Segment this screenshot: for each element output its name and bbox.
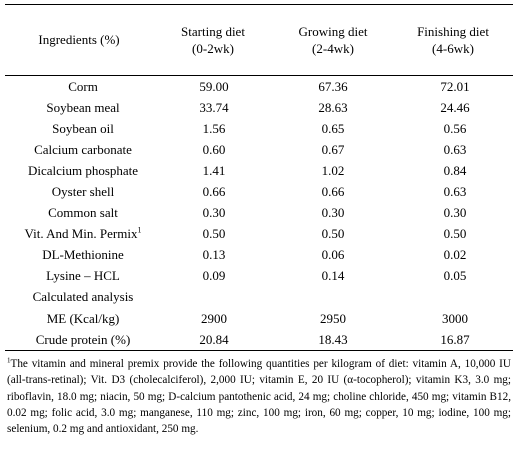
- starting-diet-value: 0.50: [202, 226, 226, 242]
- table-body: Corm 59.00 67.36 72.01 Soybean meal 33.74 28.6…: [5, 76, 513, 350]
- footnote-marker: 1: [7, 356, 11, 365]
- table-row: Vit. And Min. Permix1 0.50 0.50 0.50: [5, 224, 513, 245]
- growing-diet-value: 0.66: [321, 184, 345, 200]
- ingredient-name-cell: Crude protein (%): [5, 332, 153, 348]
- table-row: Lysine – HCL 0.09 0.14 0.05: [5, 266, 513, 287]
- starting-diet-value: 1.56: [202, 120, 226, 136]
- ingredient-name-cell: Soybean meal: [5, 100, 153, 116]
- ingredient-name-cell: Calcium carbonate: [5, 142, 153, 158]
- growing-diet-value: 0.65: [321, 120, 345, 136]
- table-bottom-rule: [5, 350, 513, 352]
- finishing-diet-value: 0.63: [443, 141, 467, 157]
- ingredient-name-cell: Calculated analysis: [5, 289, 153, 305]
- table-row: Calculated analysis: [5, 287, 513, 308]
- finishing-diet-value: 16.87: [440, 331, 470, 347]
- growing-diet-value: 0.30: [321, 205, 345, 221]
- ingredient-name: Lysine – HCL: [46, 268, 120, 284]
- ingredient-name: ME (Kcal/kg): [46, 310, 120, 326]
- growing-diet-value: 2950: [320, 310, 346, 326]
- table-row: Common salt 0.30 0.30 0.30: [5, 203, 513, 224]
- growing-diet-value: 0.50: [321, 226, 345, 242]
- header-ingredients: Ingredients (%): [38, 32, 120, 47]
- finishing-diet-value: 0.63: [443, 184, 467, 200]
- ingredient-name: Dicalcium phosphate: [27, 162, 139, 178]
- header-growing-diet: Growing diet (2-4wk): [273, 5, 393, 75]
- growing-diet-value: 0.67: [321, 141, 345, 157]
- growing-diet-value: 0.06: [321, 247, 345, 263]
- table-row: Corm 59.00 67.36 72.01: [5, 76, 513, 97]
- table-header-rule: [5, 75, 513, 76]
- footnote: 1The vitamin and mineral premix provide …: [5, 356, 513, 437]
- finishing-diet-value: 0.50: [443, 226, 467, 242]
- ingredient-name-cell: Soybean oil: [5, 121, 153, 137]
- ingredient-name: Vit. And Min. Permix: [24, 226, 138, 242]
- finishing-diet-value: 0.05: [443, 268, 467, 284]
- table-header: Ingredients (%) Starting diet (0-2wk) Gr…: [5, 5, 513, 75]
- starting-diet-value: 0.30: [202, 205, 226, 221]
- table-top-rule: [5, 4, 513, 5]
- growing-diet-value: 18.43: [318, 331, 348, 347]
- starting-diet-value: 0.09: [202, 268, 226, 284]
- table-row: ME (Kcal/kg) 2900 2950 3000: [5, 308, 513, 329]
- header-finishing-diet-title: Finishing diet: [417, 24, 489, 39]
- ingredient-name: Crude protein (%): [35, 331, 131, 347]
- starting-diet-value: 20.84: [199, 331, 229, 347]
- ingredient-name: Calculated analysis: [32, 289, 134, 305]
- growing-diet-value: 0.14: [321, 268, 345, 284]
- diet-composition-document: Ingredients (%) Starting diet (0-2wk) Gr…: [5, 4, 513, 437]
- header-starting-diet: Starting diet (0-2wk): [153, 5, 273, 75]
- starting-diet-value: 0.60: [202, 141, 226, 157]
- finishing-diet-value: 0.84: [443, 162, 467, 178]
- ingredient-name: Calcium carbonate: [34, 141, 132, 157]
- header-starting-diet-period: (0-2wk): [192, 41, 234, 56]
- growing-diet-value: 28.63: [318, 99, 348, 115]
- table-row: Dicalcium phosphate 1.41 1.02 0.84: [5, 160, 513, 181]
- header-starting-diet-title: Starting diet: [181, 24, 245, 39]
- ingredient-name-cell: Common salt: [5, 205, 153, 221]
- ingredient-name: Oyster shell: [51, 184, 115, 200]
- starting-diet-value: 0.66: [202, 184, 226, 200]
- ingredient-name-cell: Corm: [5, 79, 153, 95]
- starting-diet-value: 2900: [201, 310, 227, 326]
- table-row: Soybean oil 1.56 0.65 0.56: [5, 118, 513, 139]
- ingredient-name-cell: Lysine – HCL: [5, 268, 153, 284]
- starting-diet-value: 0.13: [202, 247, 226, 263]
- finishing-diet-value: 0.02: [443, 247, 467, 263]
- finishing-diet-value: 24.46: [440, 99, 470, 115]
- finishing-diet-value: 72.01: [440, 78, 470, 94]
- ingredient-name: Common salt: [48, 205, 118, 221]
- footnote-text: The vitamin and mineral premix provide t…: [7, 358, 511, 436]
- finishing-diet-value: 0.56: [443, 120, 467, 136]
- ingredient-name: Soybean meal: [46, 99, 120, 115]
- header-growing-diet-period: (2-4wk): [312, 41, 354, 56]
- ingredient-name: Corm: [68, 78, 98, 94]
- header-growing-diet-title: Growing diet: [298, 24, 368, 39]
- ingredient-name-cell: ME (Kcal/kg): [5, 311, 153, 327]
- starting-diet-value: 33.74: [199, 99, 229, 115]
- ingredient-name: DL-Methionine: [42, 247, 124, 263]
- finishing-diet-value: 3000: [442, 310, 468, 326]
- table-row: Calcium carbonate 0.60 0.67 0.63: [5, 139, 513, 160]
- table-row: DL-Methionine 0.13 0.06 0.02: [5, 245, 513, 266]
- ingredient-name-cell: Vit. And Min. Permix1: [5, 226, 153, 242]
- footnote-reference: 1: [137, 225, 142, 235]
- ingredient-name-cell: Dicalcium phosphate: [5, 163, 153, 179]
- growing-diet-value: 67.36: [318, 78, 348, 94]
- finishing-diet-value: 0.30: [443, 205, 467, 221]
- table-row: Crude protein (%) 20.84 18.43 16.87: [5, 329, 513, 350]
- growing-diet-value: 1.02: [321, 162, 345, 178]
- starting-diet-value: 59.00: [199, 78, 229, 94]
- header-finishing-diet: Finishing diet (4-6wk): [393, 5, 513, 75]
- header-finishing-diet-period: (4-6wk): [432, 41, 474, 56]
- ingredient-name-cell: DL-Methionine: [5, 247, 153, 263]
- table-row: Soybean meal 33.74 28.63 24.46: [5, 97, 513, 118]
- table-row: Oyster shell 0.66 0.66 0.63: [5, 181, 513, 202]
- ingredient-name-cell: Oyster shell: [5, 184, 153, 200]
- starting-diet-value: 1.41: [202, 162, 226, 178]
- ingredient-name: Soybean oil: [52, 120, 114, 136]
